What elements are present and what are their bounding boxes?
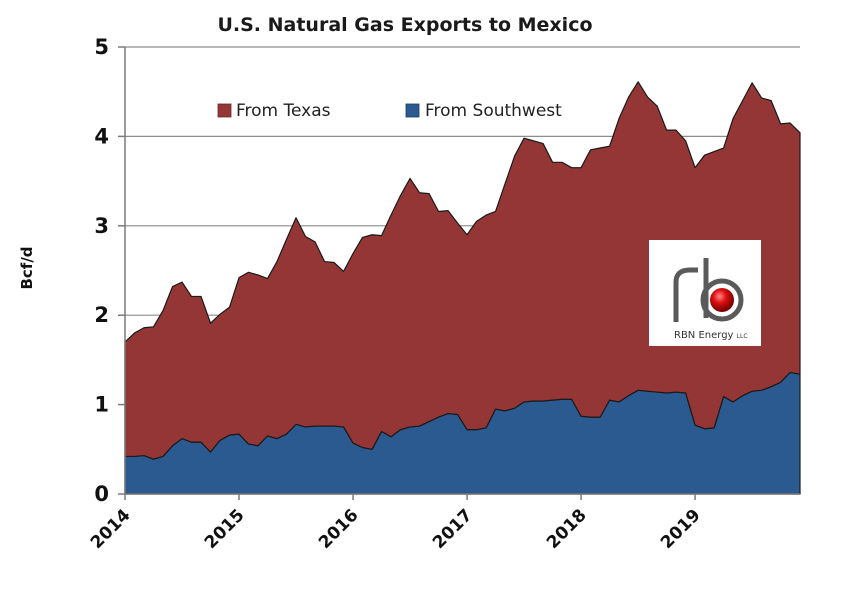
y-axis-label: Bcf/d [18,246,36,289]
x-axis: 2014 2015 2016 2017 2018 2019 [87,493,800,553]
logo-red-ball [710,288,734,312]
y-tick-label-1: 1 [94,393,109,417]
y-tick-label-5: 5 [94,35,109,59]
y-axis: 0 1 2 3 4 5 [94,35,126,506]
legend-label-southwest: From Southwest [425,101,562,121]
stacked-areas [124,81,801,495]
x-tick-label-3: 2017 [429,505,477,553]
logo-suffix: LLC [737,333,748,340]
rbn-energy-logo: RBN Energy LLC [649,240,761,346]
logo-b-bowl [700,278,744,322]
chart-title: U.S. Natural Gas Exports to Mexico [217,14,592,36]
x-tick-label-0: 2014 [87,505,135,553]
logo-text: RBN Energy LLC [674,330,748,341]
legend-swatch-southwest [405,103,420,118]
legend: From Texas From Southwest [217,101,562,121]
legend-swatch-texas [217,103,232,118]
y-tick-label-0: 0 [94,482,109,506]
x-tick-label-2: 2016 [315,505,363,553]
y-tick-label-2: 2 [94,303,109,327]
area-from-texas [124,81,801,460]
y-tick-label-3: 3 [94,214,109,238]
x-tick-label-4: 2018 [543,505,591,553]
x-tick-label-5: 2019 [657,505,705,553]
legend-label-texas: From Texas [236,101,331,121]
y-tick-label-4: 4 [94,124,109,148]
x-tick-label-1: 2015 [201,505,249,553]
logo-name: RBN Energy [674,330,734,341]
logo-r-stroke [673,267,698,322]
